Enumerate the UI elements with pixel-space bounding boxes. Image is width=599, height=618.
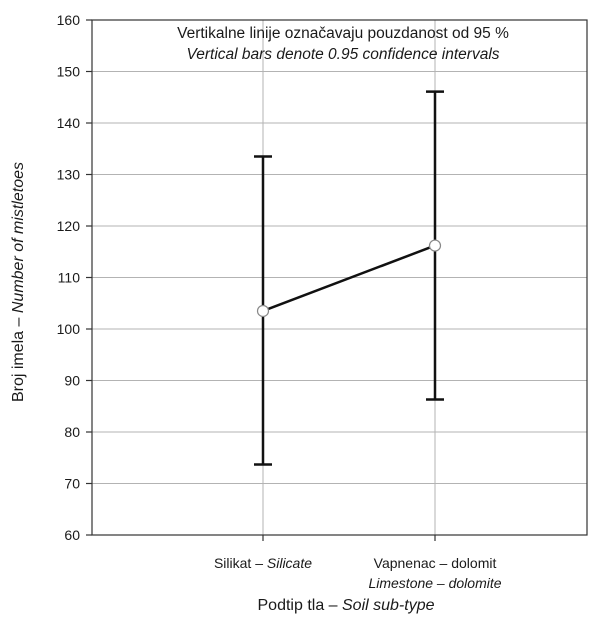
grid-lines (92, 20, 587, 535)
y-tick-label: 60 (64, 527, 80, 543)
y-tick-label: 100 (57, 321, 81, 337)
x-category-label-line-2: Limestone – dolomite (368, 575, 501, 591)
y-tick-label: 120 (57, 218, 81, 234)
x-axis-title-plain: Podtip tla – (258, 597, 343, 614)
annotation-line-2: Vertical bars denote 0.95 confidence int… (186, 46, 499, 63)
y-tick-label: 150 (57, 64, 81, 80)
x-axis-title-italic: Soil sub-type (342, 597, 435, 614)
data-marks (254, 90, 444, 466)
data-point (256, 304, 270, 318)
y-tick-label: 160 (57, 12, 81, 28)
y-axis-ticks: 60 70 80 90 100 110 120 130 140 150 160 (57, 12, 92, 543)
annotation-line-1: Vertikalne linije označavaju pouzdanost … (177, 25, 509, 42)
y-tick-label: 90 (64, 373, 80, 389)
x-axis-title: Podtip tla – Soil sub-type (258, 597, 435, 614)
x-category-label: Silikat – Silicate (214, 555, 312, 571)
y-tick-label: 110 (58, 270, 81, 286)
y-axis-title-plain: Broj imela – (10, 313, 27, 402)
series-line (262, 244, 436, 313)
y-axis-title: Broj imela – Number of mistletoes (10, 162, 27, 402)
y-axis-title-italic: Number of mistletoes (10, 162, 27, 313)
x-category-label: Vapnenac – dolomit (374, 555, 497, 571)
y-tick-label: 80 (64, 424, 80, 440)
y-tick-label: 130 (57, 167, 81, 183)
category-labels: Silikat – Silicate Vapnenac – dolomit Lime… (214, 555, 502, 591)
data-point (428, 239, 442, 252)
y-tick-label: 140 (57, 115, 81, 131)
y-tick-label: 70 (64, 476, 80, 492)
x-axis-ticks (262, 535, 436, 541)
